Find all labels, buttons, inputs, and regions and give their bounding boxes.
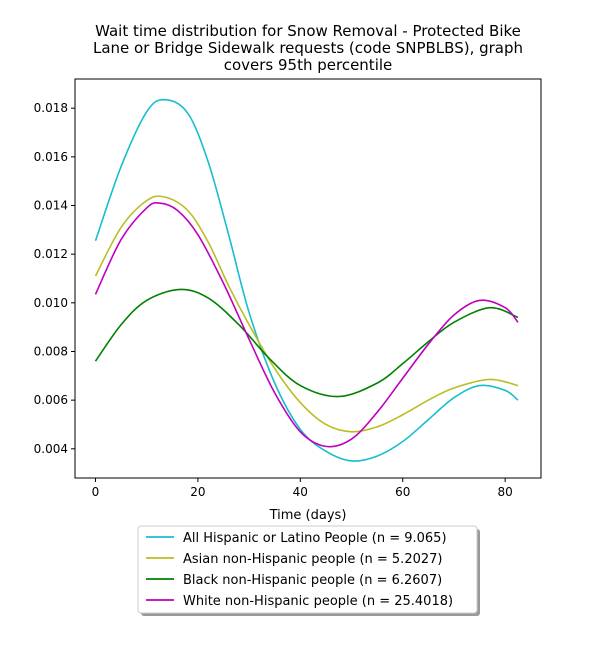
x-tick-label: 20	[190, 485, 205, 499]
legend-label-2: Asian non-Hispanic people (n = 5.2027)	[183, 552, 442, 567]
chart-title: Wait time distribution for Snow Removal …	[93, 22, 523, 74]
series-line-1	[94, 98, 519, 462]
series-line-3	[94, 288, 519, 398]
legend-label-1: All Hispanic or Latino People (n = 9.065…	[183, 531, 447, 546]
y-tick-label: 0.004	[34, 442, 68, 456]
legend-box	[137, 525, 478, 614]
legend-label-3: Black non-Hispanic people (n = 6.2607)	[183, 573, 442, 588]
chart-title-line-1: Wait time distribution for Snow Removal …	[95, 22, 521, 40]
plot-frame	[74, 78, 542, 479]
x-tick-label: 80	[498, 485, 513, 499]
y-tick-label: 0.012	[34, 247, 68, 261]
y-tick-label: 0.008	[34, 344, 68, 358]
series-line-2	[94, 195, 519, 433]
plot-area: 0 20 40 60 80 0.004 0.006 0.008 0.010 0.012 0.014…	[34, 78, 542, 523]
legend-label-4: White non-Hispanic people (n = 25.4018)	[183, 594, 453, 609]
y-tick-label: 0.016	[34, 150, 68, 164]
x-axis-label: Time (days)	[269, 508, 347, 523]
legend-items: All Hispanic or Latino People (n = 9.065…	[146, 531, 453, 609]
y-tick-label: 0.010	[34, 296, 68, 310]
x-tick-label: 40	[293, 485, 308, 499]
legend: All Hispanic or Latino People (n = 9.065…	[137, 525, 480, 616]
y-tick-label: 0.018	[34, 101, 68, 115]
y-axis: 0.004 0.006 0.008 0.010 0.012 0.014 0.016 0.018	[34, 101, 75, 456]
chart-title-line-2: Lane or Bridge Sidewalk requests (code S…	[93, 39, 523, 57]
chart-title-line-3: covers 95th percentile	[224, 56, 393, 74]
series-line-4	[94, 202, 519, 448]
x-axis: 0 20 40 60 80	[92, 478, 513, 499]
y-tick-label: 0.006	[34, 393, 68, 407]
series-layer	[94, 98, 519, 462]
x-tick-label: 60	[395, 485, 410, 499]
x-tick-label: 0	[92, 485, 100, 499]
y-tick-label: 0.014	[34, 199, 68, 213]
